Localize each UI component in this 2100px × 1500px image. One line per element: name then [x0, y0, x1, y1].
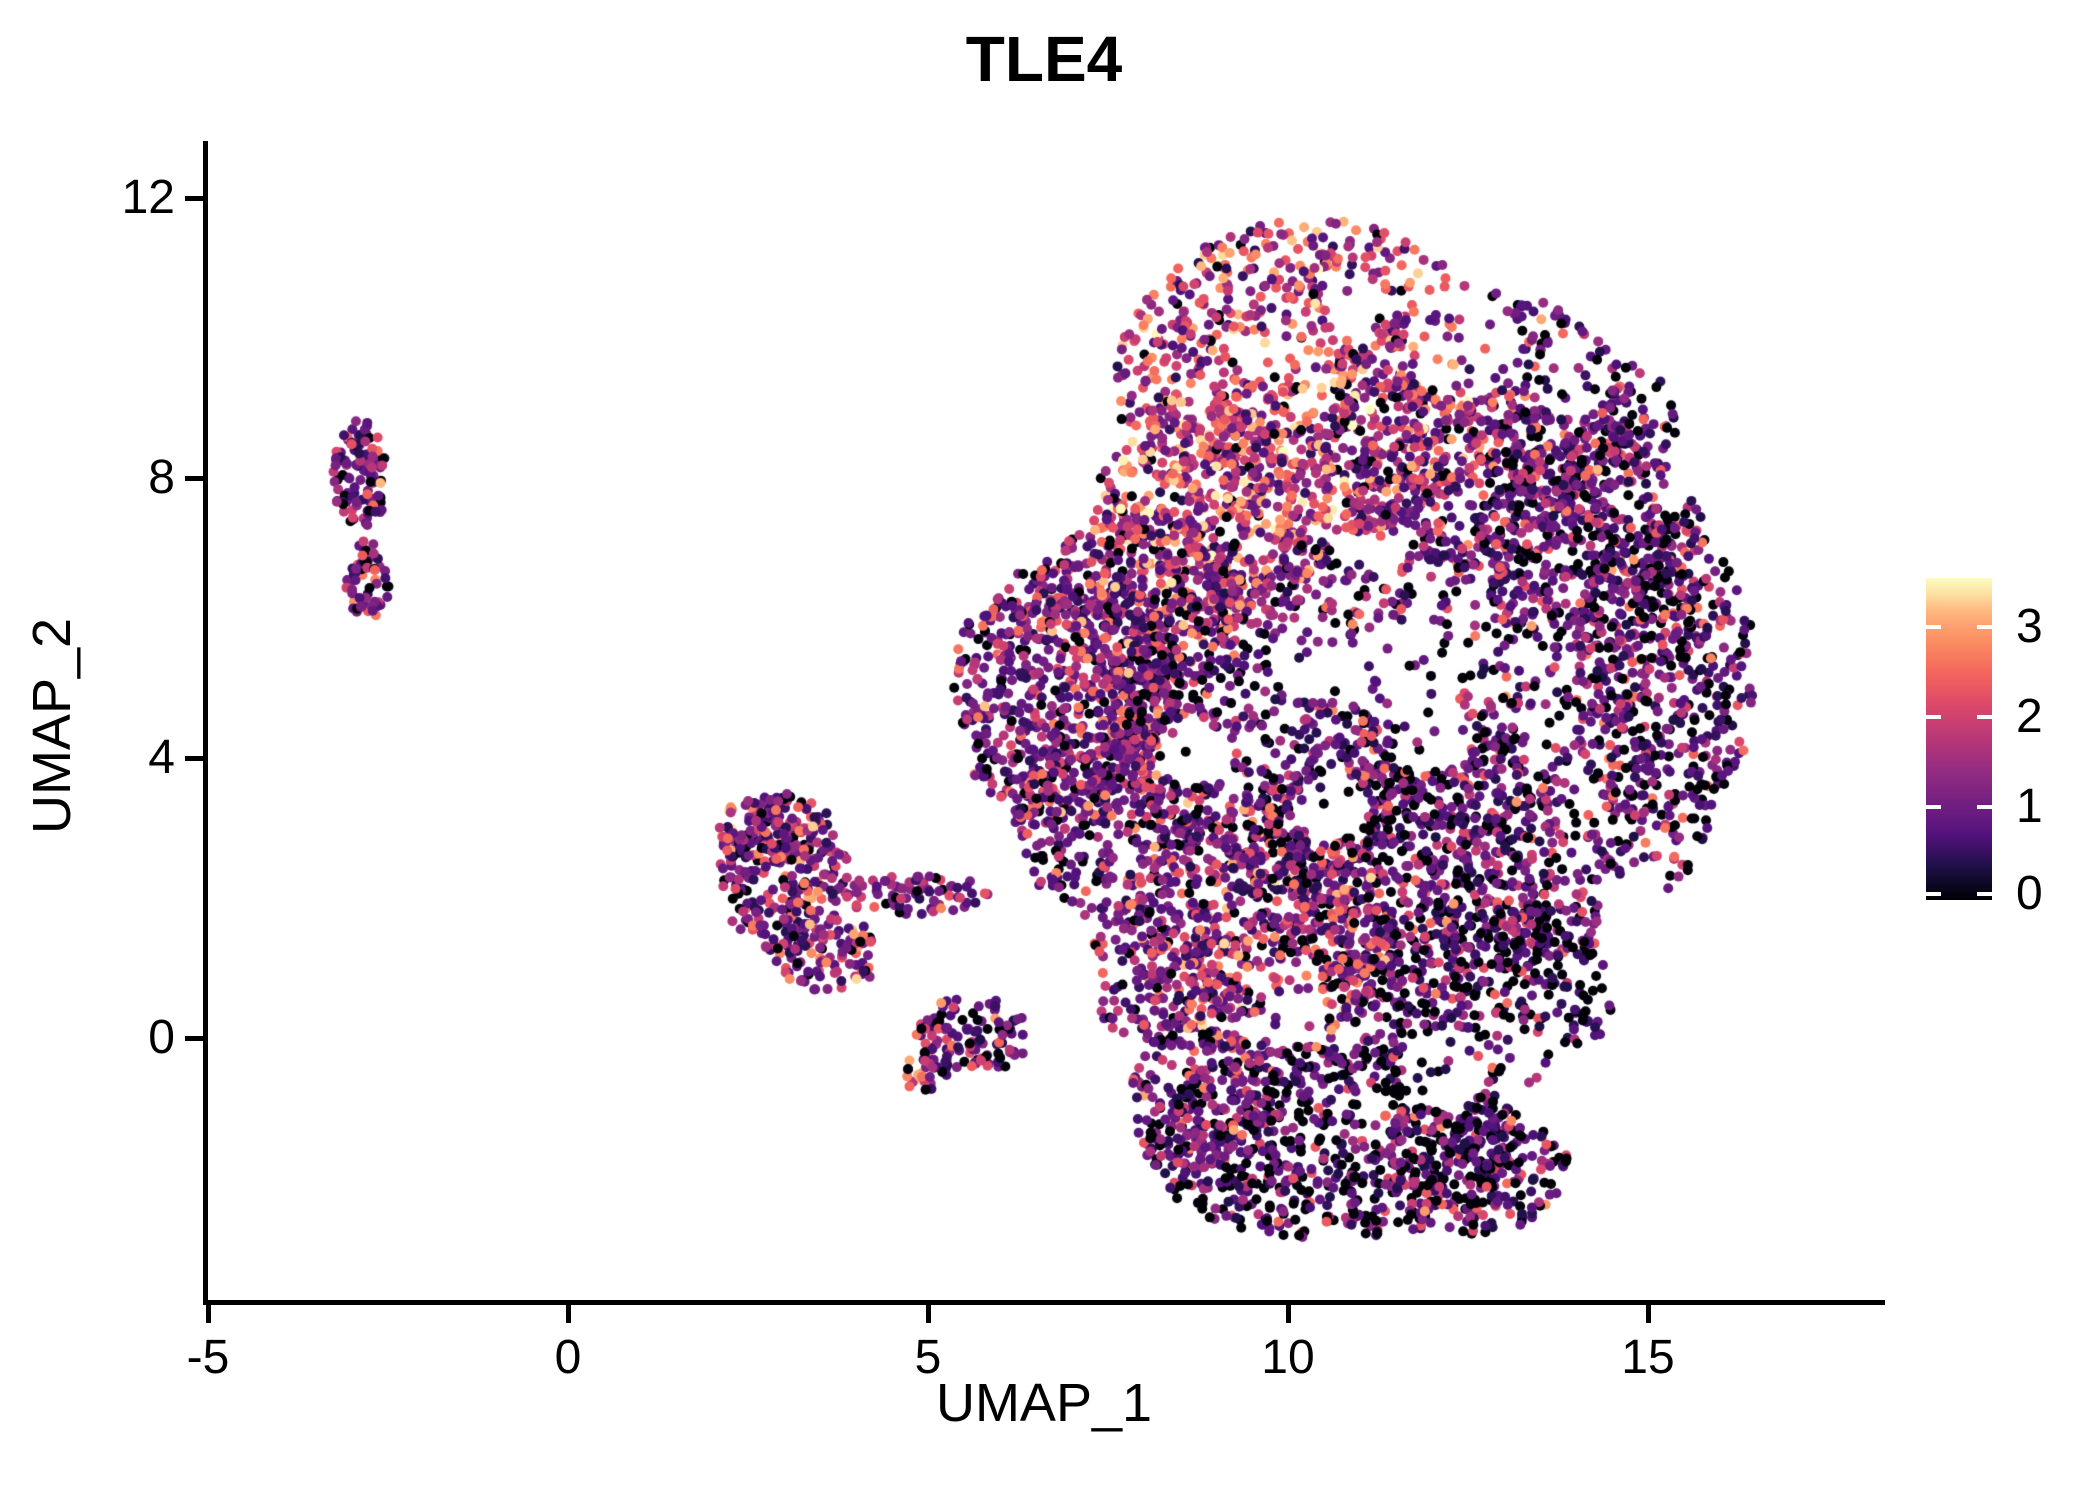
x-tick-mark: [206, 1305, 211, 1323]
y-tick-mark: [185, 476, 203, 481]
x-tick-mark: [1646, 1305, 1651, 1323]
colorbar-tick-mark: [1926, 805, 1941, 809]
colorbar-gradient: [1926, 578, 1992, 900]
x-tick-label: 10: [1261, 1331, 1315, 1384]
x-tick-label: -5: [186, 1331, 230, 1384]
x-tick-label: 15: [1621, 1331, 1675, 1384]
x-tick-label: 0: [554, 1331, 582, 1384]
colorbar-tick-mark: [1977, 805, 1992, 809]
colorbar-tick-label: 0: [2016, 867, 2043, 920]
y-tick-label: 0: [148, 1011, 175, 1064]
colorbar-tick-mark: [1977, 892, 1992, 896]
colorbar-tick-mark: [1977, 625, 1992, 629]
y-tick-mark: [185, 756, 203, 761]
colorbar-tick-mark: [1926, 625, 1941, 629]
x-axis-title: UMAP_1: [935, 1373, 1153, 1433]
colorbar-tick-mark: [1977, 715, 1992, 719]
x-tick-mark: [566, 1305, 571, 1323]
y-axis-line: [203, 141, 208, 1305]
y-tick-mark: [185, 1036, 203, 1041]
x-tick-mark: [1286, 1305, 1291, 1323]
colorbar: 0 1 2 3: [1926, 578, 2100, 940]
y-tick-label: 8: [148, 451, 175, 504]
y-tick-mark: [185, 196, 203, 201]
y-axis-title: UMAP_2: [22, 617, 82, 835]
colorbar-tick-mark: [1926, 892, 1941, 896]
plot-title: TLE4: [965, 23, 1123, 95]
colorbar-tick-label: 3: [2016, 600, 2043, 653]
colorbar-tick-mark: [1926, 715, 1941, 719]
colorbar-tick-label: 1: [2016, 780, 2043, 833]
y-tick-label: 4: [148, 731, 175, 784]
x-tick-mark: [926, 1305, 931, 1323]
y-tick-label: 12: [121, 171, 175, 224]
x-tick-label: 5: [914, 1331, 942, 1384]
colorbar-tick-label: 2: [2016, 690, 2043, 743]
x-axis-line: [203, 1300, 1885, 1305]
